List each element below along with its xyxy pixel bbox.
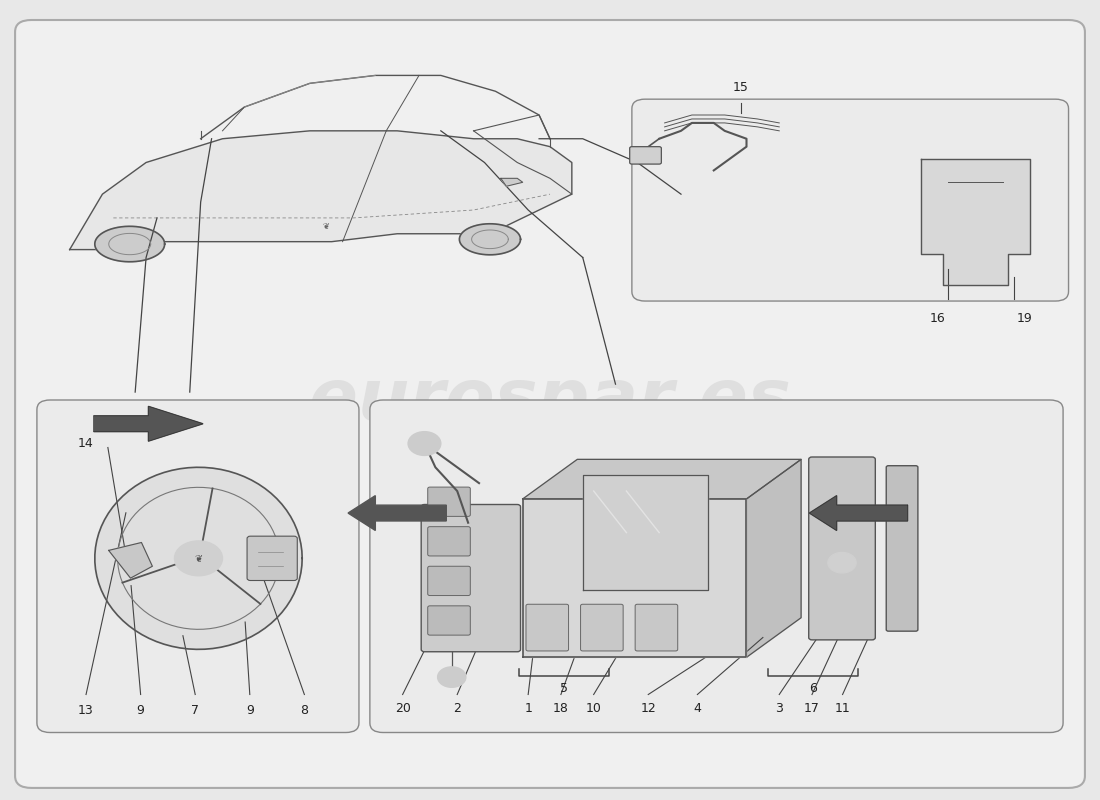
FancyBboxPatch shape — [428, 526, 471, 556]
Text: 10: 10 — [585, 702, 602, 715]
Polygon shape — [94, 406, 204, 441]
Text: 12: 12 — [640, 702, 656, 715]
Circle shape — [175, 541, 222, 576]
Text: 2: 2 — [453, 702, 461, 715]
FancyBboxPatch shape — [526, 604, 569, 651]
FancyBboxPatch shape — [635, 604, 678, 651]
Polygon shape — [348, 496, 447, 530]
FancyBboxPatch shape — [421, 505, 520, 652]
FancyBboxPatch shape — [370, 400, 1063, 733]
Polygon shape — [500, 178, 522, 186]
Circle shape — [828, 552, 856, 573]
FancyBboxPatch shape — [581, 604, 623, 651]
Text: 9: 9 — [136, 704, 144, 717]
Circle shape — [408, 432, 441, 455]
FancyBboxPatch shape — [631, 99, 1068, 301]
Text: 4: 4 — [693, 702, 702, 715]
Text: 19: 19 — [1018, 312, 1033, 325]
Polygon shape — [810, 496, 908, 530]
Text: 9: 9 — [246, 704, 254, 717]
Polygon shape — [747, 459, 801, 658]
Polygon shape — [583, 475, 708, 590]
Polygon shape — [69, 131, 572, 250]
FancyBboxPatch shape — [629, 146, 661, 164]
Text: 20: 20 — [395, 702, 410, 715]
FancyBboxPatch shape — [428, 566, 471, 595]
Text: 3: 3 — [776, 702, 783, 715]
Polygon shape — [522, 499, 747, 658]
FancyBboxPatch shape — [15, 20, 1085, 788]
Polygon shape — [522, 459, 801, 499]
Polygon shape — [95, 226, 165, 262]
Text: 15: 15 — [733, 81, 749, 94]
Text: 11: 11 — [835, 702, 850, 715]
Text: eurospar es: eurospar es — [309, 366, 791, 434]
Polygon shape — [109, 542, 153, 578]
Text: ❦: ❦ — [195, 554, 202, 563]
Text: 1: 1 — [525, 702, 532, 715]
Circle shape — [438, 666, 466, 687]
Text: 14: 14 — [78, 437, 94, 450]
FancyBboxPatch shape — [248, 536, 297, 581]
Text: 5: 5 — [560, 682, 569, 695]
FancyBboxPatch shape — [887, 466, 917, 631]
Polygon shape — [921, 158, 1031, 286]
FancyBboxPatch shape — [428, 487, 471, 516]
FancyBboxPatch shape — [37, 400, 359, 733]
FancyBboxPatch shape — [808, 457, 876, 640]
FancyBboxPatch shape — [428, 606, 471, 635]
Polygon shape — [460, 224, 520, 255]
Polygon shape — [95, 467, 302, 650]
Text: 16: 16 — [930, 312, 945, 325]
Text: 17: 17 — [804, 702, 820, 715]
Text: 8: 8 — [300, 704, 308, 717]
Text: 7: 7 — [191, 704, 199, 717]
Text: 13: 13 — [78, 704, 94, 717]
Text: 18: 18 — [553, 702, 569, 715]
Text: ❦: ❦ — [322, 222, 330, 230]
Text: 6: 6 — [810, 682, 817, 695]
